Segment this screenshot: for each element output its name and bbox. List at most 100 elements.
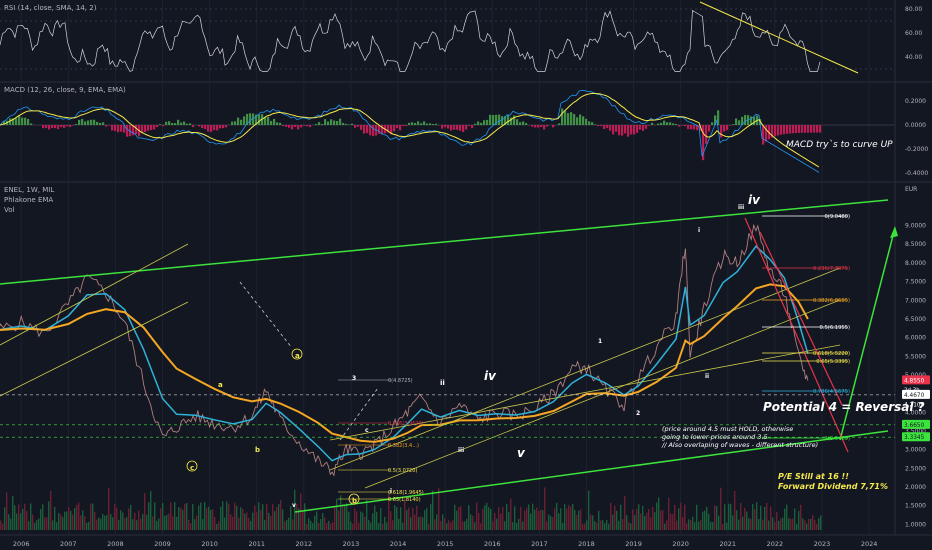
volume-bar (282, 509, 284, 530)
macd-histogram-bar (258, 114, 261, 125)
macd-panel (0, 89, 895, 173)
macd-histogram-bar (186, 123, 189, 125)
macd-histogram-bar (363, 125, 366, 134)
volume-bar (312, 523, 314, 530)
macd-histogram-bar (339, 118, 342, 125)
volume-bar (758, 519, 760, 530)
rsi-panel (0, 1, 895, 74)
macd-histogram-bar (606, 125, 609, 129)
year-label: 2019 (625, 540, 642, 548)
volume-bar (30, 503, 32, 530)
volume-bar (786, 504, 788, 530)
volume-bar (402, 522, 404, 530)
volume-bar (256, 512, 258, 530)
volume-bar (684, 504, 686, 530)
volume-bar (666, 520, 668, 530)
volume-bar (698, 521, 700, 530)
macd-histogram-bar (441, 125, 444, 129)
volume-bar (538, 511, 540, 530)
volume-bar (234, 502, 236, 530)
macd-histogram-bar (96, 121, 99, 125)
macd-histogram-bar (627, 125, 630, 137)
volume-bar (600, 520, 602, 530)
volume-bar (176, 516, 178, 530)
volume-bar (226, 501, 228, 530)
volume-bar (144, 493, 146, 530)
wave-label: 2 (636, 410, 640, 417)
macd-histogram-bar (285, 125, 288, 127)
volume-bar (106, 515, 108, 530)
volume-bar (464, 521, 466, 530)
year-label: 2017 (531, 540, 548, 548)
macd-histogram-bar (708, 125, 711, 132)
volume-bar (308, 518, 310, 530)
volume-bar (56, 522, 58, 530)
volume-bar (574, 509, 576, 530)
volume-bar (326, 523, 328, 530)
macd-histogram-bar (381, 125, 384, 135)
macd-histogram-bar (81, 118, 84, 125)
volume-bar (286, 519, 288, 530)
volume-bar (386, 522, 388, 530)
macd-signal-line (0, 92, 820, 168)
macd-histogram-bar (819, 125, 822, 133)
volume-bar (700, 519, 702, 530)
macd-histogram-bar (255, 114, 258, 125)
volume-bar (330, 523, 332, 530)
volume-bar (584, 523, 586, 530)
price-tick: 7.5000 (905, 279, 926, 286)
volume-bar (502, 506, 504, 530)
volume-bar (310, 520, 312, 530)
macd-histogram-bar (705, 125, 708, 144)
macd-histogram-bar (624, 125, 627, 134)
volume-bar (680, 502, 682, 530)
volume-bar (258, 502, 260, 530)
macd-histogram-bar (279, 122, 282, 125)
volume-bar (784, 508, 786, 530)
volume-bar (48, 501, 50, 530)
volume-bar (404, 497, 406, 530)
macd-histogram-bar (192, 125, 195, 128)
volume-bar (506, 503, 508, 530)
volume-bar (460, 506, 462, 530)
volume-bar (18, 504, 20, 530)
macd-histogram-bar (240, 119, 243, 125)
macd-histogram-bar (270, 120, 273, 125)
macd-histogram-bar (684, 125, 687, 127)
macd-histogram-bar (807, 125, 810, 133)
volume-bar (750, 518, 752, 530)
volume-bar (170, 502, 172, 530)
year-label: 2018 (578, 540, 595, 548)
volume-bar (720, 487, 722, 530)
volume-bar (298, 508, 300, 530)
volume-bar (314, 515, 316, 530)
volume-bar (564, 504, 566, 530)
macd-histogram-bar (729, 125, 732, 126)
volume-bar (416, 505, 418, 530)
volume-bar (560, 508, 562, 530)
volume-bar (542, 510, 544, 530)
volume-bar (152, 516, 154, 530)
volume-bar (68, 506, 70, 530)
volume-bar (166, 514, 168, 530)
volume-bar (638, 504, 640, 530)
macd-histogram-bar (321, 124, 324, 125)
volume-bar (576, 515, 578, 530)
macd-histogram-bar (141, 125, 144, 134)
volume-bar (218, 521, 220, 530)
macd-histogram-bar (477, 121, 480, 125)
macd-histogram-bar (114, 125, 117, 131)
volume-bar (206, 508, 208, 530)
macd-histogram-bar (288, 125, 291, 128)
volume-bar (4, 507, 6, 530)
volume-bar (96, 519, 98, 530)
volume-bar (112, 517, 114, 530)
volume-bar (648, 508, 650, 530)
wave-label: iv (748, 193, 761, 207)
volume-bar (664, 523, 666, 530)
volume-bar (276, 506, 278, 530)
macd-annotation: MACD try`s to curve UP (786, 140, 893, 150)
macd-histogram-bar (753, 116, 756, 125)
macd-histogram-bar (699, 125, 702, 131)
